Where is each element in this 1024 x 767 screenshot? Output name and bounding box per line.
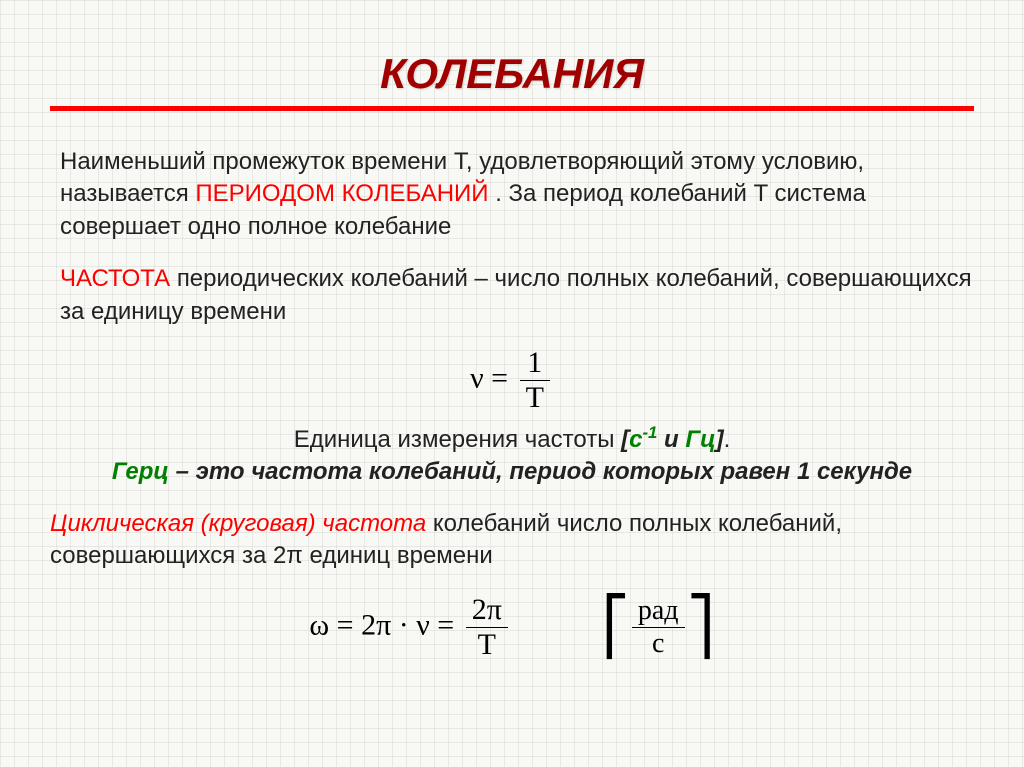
fraction2-denominator: T (466, 628, 508, 660)
frequency-units-line: Единица измерения частоты [с-1 и Гц]. (50, 423, 974, 454)
fraction-1-over-T: 1 T (520, 348, 550, 413)
slide-title: КОЛЕБАНИЯ (50, 50, 974, 98)
fraction-numerator: 1 (520, 348, 550, 381)
equals-sign: = (484, 361, 516, 394)
units-dot: . (724, 426, 731, 453)
unit-rad: рад (632, 597, 685, 628)
unit-exponent: -1 (642, 423, 657, 442)
units-and: и (657, 426, 685, 453)
hertz-term: Герц (112, 458, 169, 485)
units-close-bracket: ] (716, 426, 724, 453)
formula-angular-frequency: ω = 2π · ν = 2π T (309, 595, 511, 660)
units-open-bracket: [ (621, 426, 629, 453)
cyclic-frequency-definition: Циклическая (круговая) частота колебаний… (50, 508, 974, 573)
hertz-definition: Герц – это частота колебаний, период кот… (50, 458, 974, 486)
bracket-right-icon: ⎤ (687, 599, 715, 655)
fraction2-numerator: 2π (466, 595, 508, 628)
frequency-def-suffix: периодических колебаний – число полных к… (60, 265, 972, 324)
period-term: ПЕРИОДОМ КОЛЕБАНИЙ (195, 180, 488, 207)
expr-2pi-nu: = 2π · ν = (329, 608, 462, 641)
fraction-rad-over-s: рад с (632, 597, 685, 658)
omega-symbol: ω (309, 608, 329, 641)
formula-angular-frequency-row: ω = 2π · ν = 2π T ⎡ рад с ⎤ (50, 595, 974, 660)
fraction-2pi-over-T: 2π T (466, 595, 508, 660)
unit-sec: с (632, 628, 685, 658)
unit-seconds: с (629, 426, 642, 453)
fraction-denominator: T (520, 381, 550, 413)
period-definition: Наименьший промежуток времени T, удовлет… (60, 146, 974, 243)
cyclic-term: Циклическая (круговая) частота (50, 510, 426, 537)
frequency-definition: ЧАСТОТА периодических колебаний – число … (60, 263, 974, 328)
unit-rad-per-sec: ⎡ рад с ⎤ (602, 597, 715, 658)
nu-symbol: ν (470, 361, 484, 394)
formula-frequency: ν = 1 T (50, 348, 974, 413)
title-rule (50, 106, 974, 111)
frequency-term: ЧАСТОТА (60, 265, 170, 292)
unit-hertz: Гц (685, 426, 715, 453)
units-prefix: Единица измерения частоты (294, 426, 621, 453)
hertz-def-text: – это частота колебаний, период которых … (176, 458, 913, 485)
bracket-left-icon: ⎡ (602, 599, 630, 655)
